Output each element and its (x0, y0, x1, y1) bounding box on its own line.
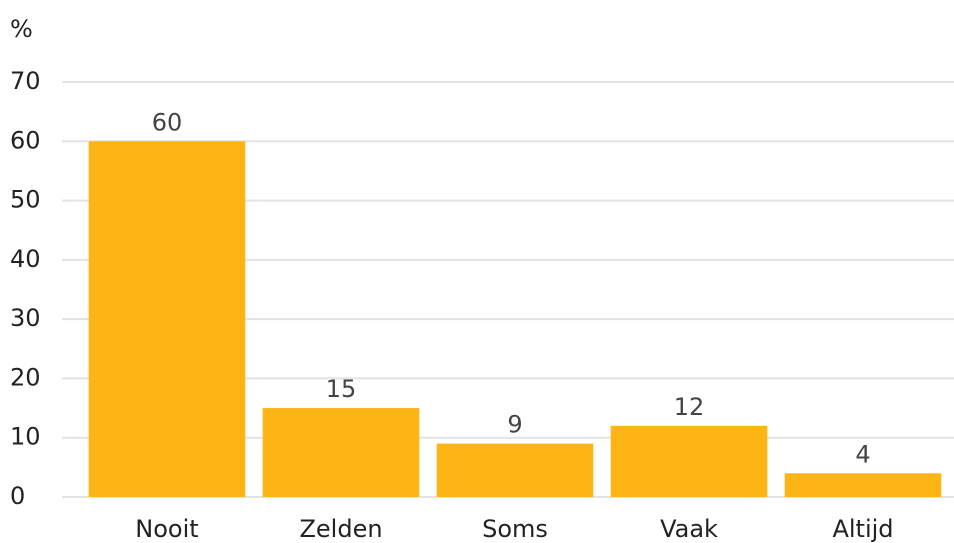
x-tick-label: Nooit (135, 515, 198, 543)
y-tick-label: 20 (10, 363, 41, 391)
data-label: 15 (326, 375, 357, 403)
y-tick-label: 30 (10, 304, 41, 332)
y-tick-label: 60 (10, 126, 41, 154)
data-label: 12 (674, 393, 705, 421)
bar (88, 141, 246, 498)
x-tick-label: Vaak (660, 515, 718, 543)
y-tick-label: 0 (10, 482, 25, 510)
bar (610, 425, 768, 497)
x-tick-label: Altijd (832, 515, 893, 543)
data-label: 60 (152, 108, 183, 136)
bar (262, 408, 420, 497)
y-tick-label: 50 (10, 186, 41, 214)
bar (436, 443, 594, 497)
y-tick-label: 40 (10, 245, 41, 273)
data-label: 4 (855, 440, 870, 468)
y-axis-label: % (10, 15, 33, 43)
y-tick-label: 70 (10, 67, 41, 95)
bar (784, 473, 942, 497)
x-tick-label: Soms (482, 515, 548, 543)
x-tick-label: Zelden (299, 515, 382, 543)
y-tick-label: 10 (10, 423, 41, 451)
data-label: 9 (507, 411, 522, 439)
